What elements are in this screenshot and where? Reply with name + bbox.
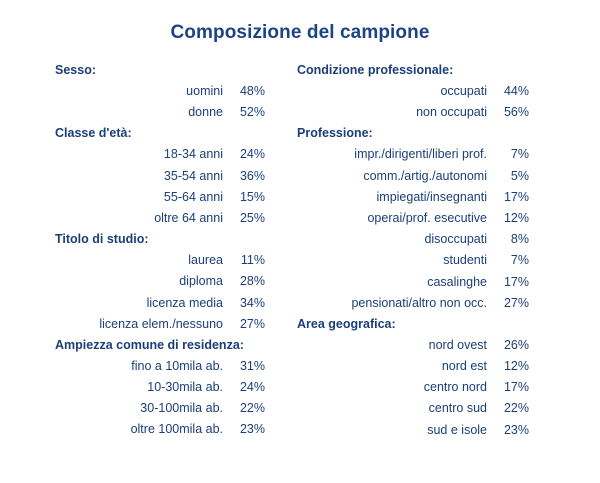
row-label: licenza media — [146, 295, 223, 310]
row-value: 12% — [503, 210, 529, 225]
row-value: 11% — [240, 253, 265, 268]
row-value: 7% — [510, 253, 529, 268]
row-value: 23% — [239, 422, 265, 437]
row-label: 18-34 anni — [163, 147, 223, 162]
row-label: donne — [188, 105, 223, 120]
data-row: nord ovest 26% — [297, 335, 529, 356]
row-value: 34% — [239, 295, 265, 310]
left-column: Sesso: uomini 48% donne 52% Classe d'età: … — [55, 60, 265, 441]
row-label: 35-54 anni — [163, 168, 223, 183]
data-row: donne 52% — [55, 102, 265, 123]
row-label: sud e isole — [427, 422, 487, 437]
row-label: pensionati/altro non occ. — [351, 295, 487, 310]
row-label: 10-30mila ab. — [147, 380, 223, 395]
row-label: uomini — [186, 84, 223, 98]
row-value: 36% — [239, 168, 265, 183]
row-value: 27% — [239, 316, 265, 331]
section-heading-sesso: Sesso: — [55, 63, 96, 77]
data-row: 35-54 anni 36% — [55, 166, 265, 187]
row-label: occupati — [440, 84, 487, 98]
data-row: fino a 10mila ab. 31% — [55, 356, 265, 377]
row-value: 24% — [239, 147, 265, 162]
row-label: nord ovest — [428, 337, 487, 352]
row-value: 31% — [239, 358, 265, 373]
section-heading-area-geografica: Area geografica: — [297, 316, 396, 331]
data-row: casalinghe 17% — [297, 272, 529, 293]
data-row: centro nord 17% — [297, 377, 529, 398]
row-value: 48% — [239, 84, 265, 98]
data-row: impiegati/insegnanti 17% — [297, 187, 530, 208]
row-value: 44% — [503, 84, 529, 98]
data-row: comm./artig./autonomi 5% — [297, 166, 529, 187]
data-row: impr./dirigenti/liberi prof. 7% — [297, 144, 529, 165]
row-value: 23% — [503, 422, 529, 437]
row-label: non occupati — [416, 105, 487, 120]
row-value: 17% — [503, 380, 529, 395]
data-row: studenti 7% — [297, 250, 529, 271]
page-title: Composizione del campione — [170, 22, 430, 43]
row-label: disoccupati — [424, 232, 487, 247]
data-row: diploma 28% — [55, 271, 265, 292]
row-value: 15% — [239, 189, 265, 204]
data-row: 10-30mila ab. 24% — [55, 377, 265, 398]
row-label: centro sud — [428, 401, 487, 416]
row-label: fino a 10mila ab. — [131, 358, 223, 373]
right-column: Condizione professionale: occupati 44% no… — [297, 60, 529, 441]
row-label: studenti — [443, 253, 487, 268]
data-row: laurea 11% — [55, 250, 265, 271]
section-heading-titolo-studio: Titolo di studio: — [55, 232, 149, 247]
data-row: oltre 100mila ab. 23% — [55, 419, 265, 440]
data-row: non occupati 56% — [297, 102, 529, 123]
section-heading-professione: Professione: — [297, 126, 373, 141]
row-value: 27% — [503, 295, 529, 310]
data-row: 30-100mila ab. 22% — [55, 398, 265, 419]
row-value: 17% — [503, 274, 529, 289]
row-label: operai/prof. esecutive — [367, 210, 487, 225]
row-value: 7% — [510, 147, 529, 162]
row-label: licenza elem./nessuno — [99, 316, 223, 331]
row-value: 22% — [239, 401, 265, 416]
row-value: 28% — [239, 274, 265, 289]
row-label: oltre 100mila ab. — [130, 422, 223, 437]
data-row: occupati 44% — [297, 81, 529, 102]
row-label: oltre 64 anni — [154, 210, 223, 225]
data-row: centro sud 22% — [297, 398, 529, 419]
data-row: operai/prof. esecutive 12% — [297, 208, 529, 229]
row-value: 5% — [510, 168, 529, 183]
row-label: centro nord — [423, 380, 487, 395]
data-row: disoccupati 8% — [297, 229, 529, 250]
row-label: laurea — [188, 253, 223, 268]
section-heading-classe-eta: Classe d'età: — [55, 126, 132, 141]
row-value: 17% — [503, 189, 529, 204]
row-label: casalinghe — [427, 274, 487, 289]
data-row: pensionati/altro non occ. 27% — [297, 293, 529, 314]
row-label: 30-100mila ab. — [140, 401, 223, 416]
row-label: 55-64 anni — [163, 189, 223, 204]
row-label: impiegati/insegnanti — [376, 189, 488, 204]
row-value: 12% — [503, 359, 529, 374]
row-label: comm./artig./autonomi — [363, 168, 487, 183]
data-row: 18-34 anni 24% — [55, 144, 265, 165]
row-label: nord est — [441, 359, 487, 374]
row-value: 52% — [239, 105, 265, 120]
data-row: oltre 64 anni 25% — [55, 208, 265, 229]
row-value: 22% — [503, 401, 529, 416]
data-row: nord est 12% — [297, 356, 529, 377]
section-heading-ampiezza-comune: Ampiezza comune di residenza: — [55, 337, 244, 352]
section-heading-condizione-professionale: Condizione professionale: — [297, 63, 454, 77]
row-value: 56% — [503, 105, 529, 120]
data-row: uomini 48% — [55, 81, 265, 102]
row-value: 24% — [239, 380, 265, 395]
data-row: 55-64 anni 15% — [55, 187, 265, 208]
row-value: 25% — [239, 210, 265, 225]
row-value: 8% — [510, 232, 529, 247]
data-row: licenza elem./nessuno 27% — [55, 314, 265, 335]
data-row: licenza media 34% — [55, 293, 265, 314]
row-value: 26% — [503, 337, 529, 352]
row-label: impr./dirigenti/liberi prof. — [354, 147, 487, 162]
data-row: sud e isole 23% — [297, 420, 529, 441]
row-label: diploma — [179, 274, 223, 289]
